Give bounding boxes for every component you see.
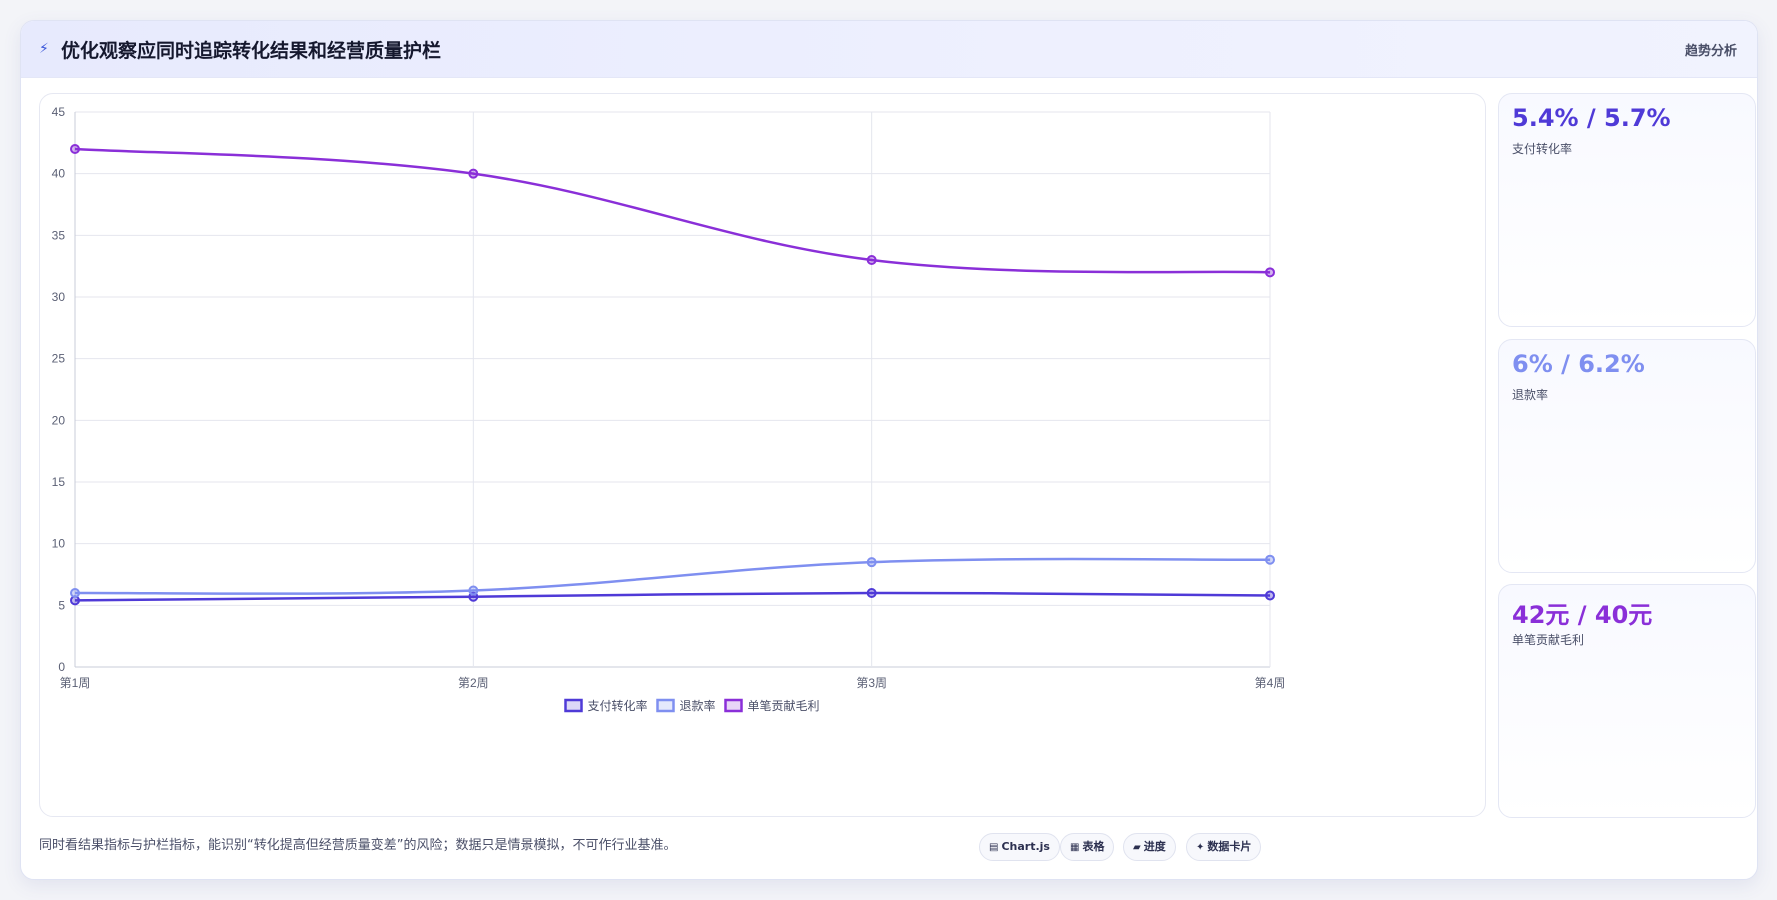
legend-label: 退款率: [680, 698, 716, 713]
legend-swatch: [724, 698, 743, 713]
x-tick-label: 第4周: [1255, 676, 1286, 690]
y-tick-label: 35: [52, 228, 66, 242]
data-point: [70, 144, 80, 154]
y-tick-label: 15: [52, 475, 66, 489]
footer-note: 同时看结果指标与护栏指标，能识别“转化提高但经营质量变差”的风险；数据只是情景模…: [39, 838, 677, 853]
trend-analysis-tag: 趋势分析: [1684, 44, 1737, 59]
chip-label: 表格: [1082, 840, 1105, 853]
data-point: [1265, 590, 1275, 601]
series-line: [74, 147, 1271, 274]
progress-icon: ▰: [1133, 842, 1141, 853]
y-tick-label: 40: [52, 167, 66, 181]
table-icon: ▦: [1070, 842, 1080, 853]
kpi-value: 42元 / 40元: [1512, 601, 1653, 629]
y-tick-label: 45: [52, 105, 66, 119]
lightning-icon: ⚡: [39, 41, 49, 57]
data-point: [1265, 267, 1275, 278]
kpi-card-conversion: 5.4% / 5.7% 支付转化率: [1498, 93, 1756, 327]
data-point: [70, 588, 80, 598]
kpi-label: 单笔贡献毛利: [1512, 633, 1585, 647]
series-line: [74, 591, 1271, 602]
card-title: 优化观察应同时追踪转化结果和经营质量护栏: [61, 40, 442, 62]
chip-table[interactable]: ▦ 表格: [1060, 833, 1115, 861]
chip-chartjs[interactable]: ▤ Chart.js: [979, 833, 1060, 861]
chip-progress[interactable]: ▰ 进度: [1123, 833, 1176, 861]
kpi-label: 退款率: [1512, 388, 1549, 402]
kpi-value: 6% / 6.2%: [1512, 350, 1645, 378]
x-tick-label: 第2周: [458, 676, 489, 690]
y-tick-label: 20: [52, 413, 66, 427]
kpi-card-refund: 6% / 6.2% 退款率: [1498, 339, 1756, 573]
y-tick-label: 30: [52, 290, 66, 304]
chart-icon: ▤: [989, 842, 999, 853]
chip-data-card[interactable]: ✦ 数据卡片: [1186, 833, 1262, 861]
legend-swatch: [656, 698, 675, 713]
kpi-label: 支付转化率: [1512, 142, 1573, 156]
data-point: [866, 588, 877, 598]
legend-swatch: [564, 698, 583, 713]
line-chart-panel: 0 5 10 15 20 25 30 35 40 45 第1周 第2周 第3周 第4周支付转化率 退款率 单笔…: [39, 93, 1486, 817]
series-line: [74, 557, 1271, 595]
chip-label: 数据卡片: [1207, 840, 1252, 853]
y-tick-label: 10: [52, 537, 66, 551]
data-point: [866, 255, 877, 265]
y-tick-label: 5: [58, 598, 65, 612]
data-point: [866, 557, 877, 568]
legend-label: 支付转化率: [588, 698, 648, 713]
chip-label: 进度: [1143, 840, 1166, 853]
kpi-card-margin: 42元 / 40元 单笔贡献毛利: [1498, 584, 1756, 818]
legend-label: 单笔贡献毛利: [748, 698, 820, 713]
dashboard-card: ⚡ 优化观察应同时追踪转化结果和经营质量护栏 趋势分析 0 5 10 15 20 25 30…: [20, 20, 1758, 880]
data-point: [468, 585, 479, 596]
x-tick-label: 第1周: [60, 676, 91, 690]
chip-label: Chart.js: [1001, 840, 1050, 853]
card-header: ⚡ 优化观察应同时追踪转化结果和经营质量护栏 趋势分析: [21, 21, 1757, 78]
data-point: [1265, 554, 1275, 565]
kpi-value: 5.4% / 5.7%: [1512, 104, 1671, 132]
data-point: [468, 168, 479, 179]
x-tick-label: 第3周: [856, 676, 887, 690]
y-tick-label: 25: [52, 352, 66, 366]
card-icon: ✦: [1196, 842, 1205, 853]
y-tick-label: 0: [58, 660, 65, 674]
